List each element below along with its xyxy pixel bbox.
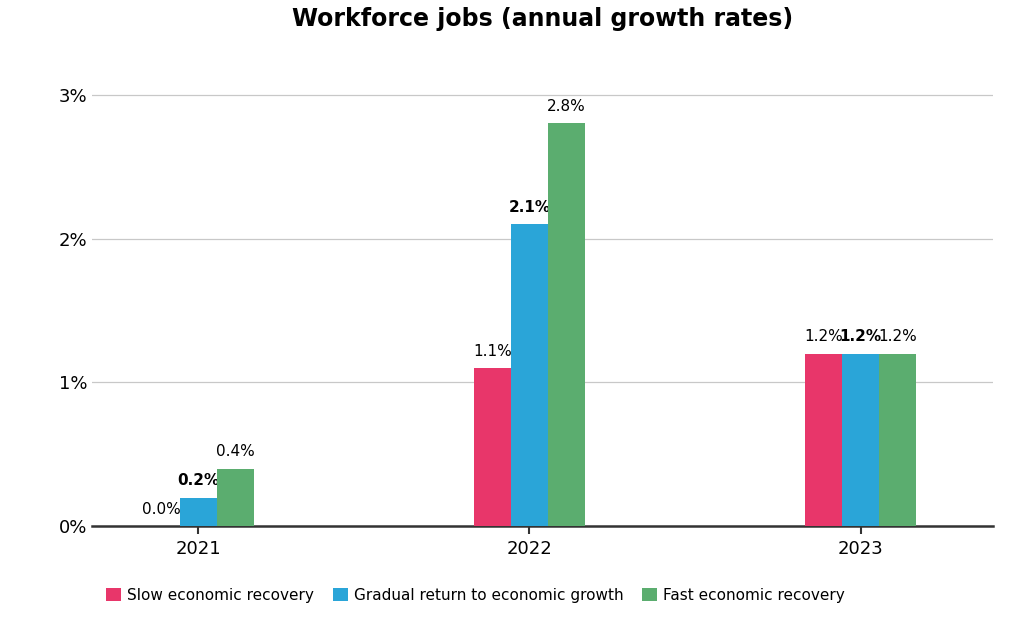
Text: 1.2%: 1.2% (804, 329, 843, 344)
Text: 0.2%: 0.2% (177, 473, 219, 489)
Legend: Slow economic recovery, Gradual return to economic growth, Fast economic recover: Slow economic recovery, Gradual return t… (99, 582, 851, 609)
Bar (880, 354, 916, 526)
Text: 1.2%: 1.2% (840, 329, 882, 344)
Bar (474, 368, 511, 526)
Text: 1.1%: 1.1% (473, 343, 512, 359)
Bar (805, 354, 842, 526)
Text: 0.4%: 0.4% (216, 444, 255, 460)
Bar (511, 224, 548, 526)
Text: 2.8%: 2.8% (547, 99, 586, 114)
Text: 0.0%: 0.0% (141, 502, 180, 517)
Text: 1.2%: 1.2% (879, 329, 918, 344)
Bar (842, 354, 880, 526)
Title: Workforce jobs (annual growth rates): Workforce jobs (annual growth rates) (292, 7, 794, 31)
Bar (217, 469, 254, 526)
Bar (179, 498, 217, 526)
Text: 2.1%: 2.1% (508, 200, 551, 215)
Bar (548, 123, 585, 526)
